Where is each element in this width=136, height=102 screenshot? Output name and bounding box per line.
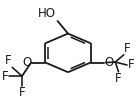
Text: F: F [128, 58, 134, 72]
Text: F: F [115, 72, 122, 85]
Text: O: O [104, 56, 113, 69]
Text: F: F [124, 42, 131, 55]
Text: HO: HO [38, 7, 56, 20]
Text: F: F [5, 54, 12, 67]
Text: F: F [2, 70, 8, 83]
Text: O: O [23, 56, 32, 69]
Text: F: F [19, 86, 25, 99]
